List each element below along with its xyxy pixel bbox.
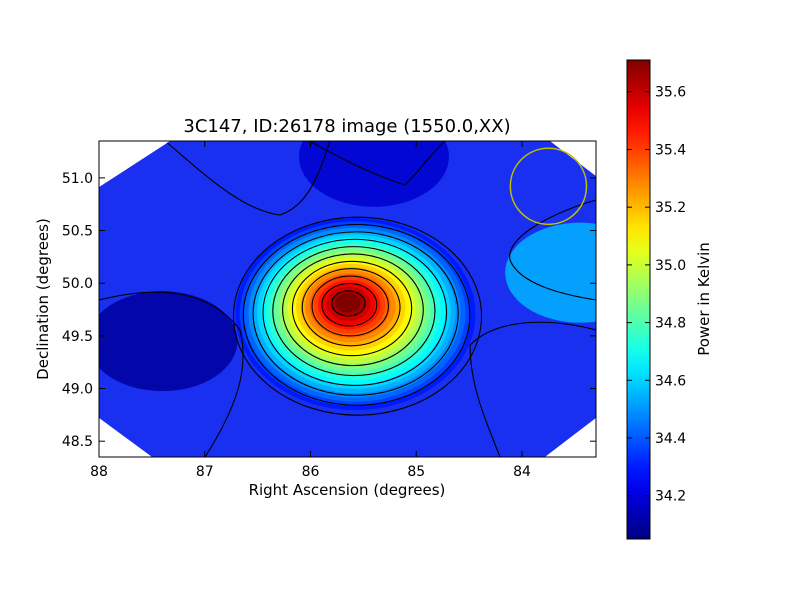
colorbar-tick-label: 34.4 (655, 431, 686, 447)
colorbar-label: Power in Kelvin (695, 242, 713, 356)
intensity-level (335, 292, 361, 313)
plot-area (98, 140, 597, 458)
beam-circle-marker (509, 147, 588, 226)
colorbar-tick-label: 35.0 (655, 258, 686, 274)
contour-line (99, 291, 244, 457)
y-axis-label: Declination (degrees) (34, 218, 52, 380)
colorbar-gradient (626, 59, 651, 540)
x-tick-label: 86 (302, 464, 320, 480)
contour-line (331, 290, 366, 317)
contour-line (164, 141, 331, 216)
colorbar-tick-label: 34.2 (655, 489, 686, 505)
contour-line (262, 238, 448, 386)
y-tick-label: 51.0 (62, 171, 93, 187)
colorbar-tick-label: 35.6 (655, 85, 686, 101)
y-tick-label: 49.0 (62, 382, 93, 398)
colorbar: 34.2 34.4 34.6 34.8 35.0 35.2 35.4 35.6 Power i… (626, 59, 713, 540)
colorbar-tick-label: 35.4 (655, 142, 686, 158)
y-tick-label: 50.5 (62, 224, 93, 240)
trough-1 (99, 291, 238, 392)
contour-line (272, 246, 436, 377)
contour-line (309, 141, 446, 186)
contour-line (252, 231, 459, 396)
contour-line (282, 253, 424, 367)
contour-lines (99, 141, 596, 457)
contour-line (242, 223, 471, 406)
brighter-patch-0 (505, 222, 596, 323)
x-tick-label: 85 (407, 464, 425, 480)
y-tick-label: 49.5 (62, 329, 93, 345)
x-axis: 88 87 86 85 84 (90, 141, 531, 480)
colorbar-tick-label: 34.8 (655, 316, 686, 332)
x-tick-label: 88 (90, 464, 108, 480)
intensity-map (99, 141, 596, 411)
corner-blank (99, 418, 152, 457)
y-axis: 48.5 49.0 49.5 50.0 50.5 51.0 (62, 171, 596, 450)
colorbar-ticks: 34.2 34.4 34.6 34.8 35.0 35.2 35.4 35.6 (627, 85, 686, 505)
contour-line (311, 275, 389, 337)
contour-line (232, 216, 483, 416)
contour-line (509, 199, 596, 301)
corner-blank (99, 141, 170, 187)
corner-blank (545, 418, 596, 457)
y-tick-label: 50.0 (62, 276, 93, 292)
chart-title: 3C147, ID:26178 image (1550.0,XX) (183, 116, 510, 137)
contour-line (301, 268, 401, 347)
colorbar-tick-label: 35.2 (655, 200, 686, 216)
plot-frame (98, 140, 597, 458)
x-axis-label: Right Ascension (degrees) (249, 481, 446, 499)
x-tick-label: 84 (513, 464, 531, 480)
x-tick-label: 87 (196, 464, 214, 480)
y-tick-label: 48.5 (62, 434, 93, 450)
trough-2 (298, 141, 449, 207)
contour-line (321, 282, 378, 327)
contour-line (291, 260, 413, 357)
contour-line (469, 321, 596, 457)
colorbar-tick-label: 34.6 (655, 373, 686, 389)
